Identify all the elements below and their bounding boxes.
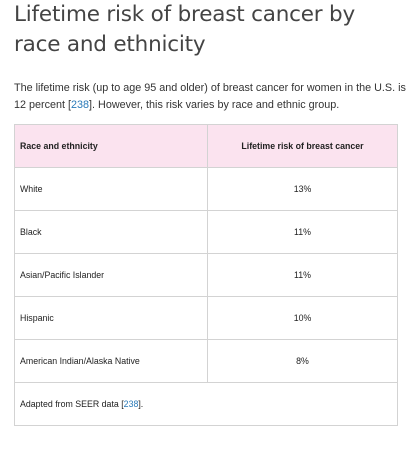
footer-citation-link-238[interactable]: 238 — [123, 399, 139, 409]
intro-text-start: The lifetime risk (up to age 95 and olde… — [14, 82, 406, 111]
risk-table: Race and ethnicity Lifetime risk of brea… — [14, 124, 398, 426]
table-header-row: Race and ethnicity Lifetime risk of brea… — [14, 124, 398, 168]
table-source-note: Adapted from SEER data [238]. — [14, 382, 398, 426]
risk-cell: 10% — [207, 296, 398, 340]
page-title: Lifetime risk of breast cancer by race a… — [14, 2, 356, 57]
table-footer-row: Adapted from SEER data [238]. — [14, 382, 398, 426]
column-header-risk: Lifetime risk of breast cancer — [207, 124, 398, 168]
citation-link-238[interactable]: 238 — [71, 99, 90, 111]
source-text-start: Adapted from SEER data [ — [20, 399, 124, 409]
intro-paragraph: The lifetime risk (up to age 95 and olde… — [14, 80, 406, 114]
risk-cell: 11% — [207, 253, 398, 297]
race-cell: Hispanic — [14, 296, 208, 340]
table-row: White 13% — [14, 167, 398, 211]
race-cell: Black — [14, 210, 208, 254]
table-row: Hispanic 10% — [14, 296, 398, 340]
race-cell: Asian/Pacific Islander — [14, 253, 208, 297]
table-row: Asian/Pacific Islander 11% — [14, 253, 398, 297]
source-text-end: ]. — [138, 399, 144, 409]
table-row: Black 11% — [14, 210, 398, 254]
risk-cell: 11% — [207, 210, 398, 254]
race-cell: American Indian/Alaska Native — [14, 339, 208, 383]
table-row: American Indian/Alaska Native 8% — [14, 339, 398, 383]
race-cell: White — [14, 167, 208, 211]
intro-text-end: ]. However, this risk varies by race and… — [89, 99, 340, 111]
risk-cell: 8% — [207, 339, 398, 383]
column-header-race: Race and ethnicity — [14, 124, 208, 168]
risk-cell: 13% — [207, 167, 398, 211]
